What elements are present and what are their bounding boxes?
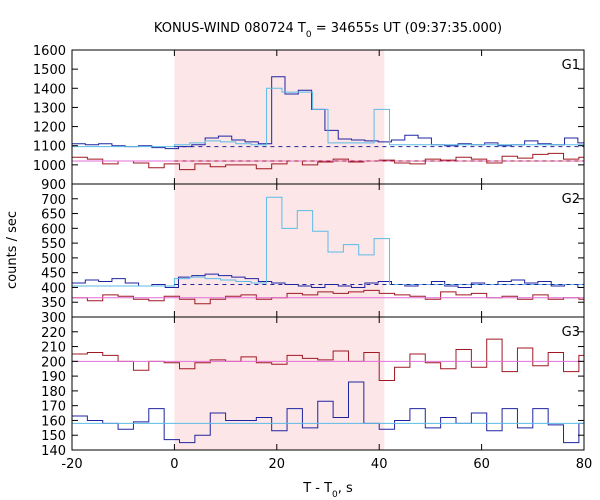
y-tick-label: 900 — [41, 178, 66, 193]
y-tick-label: 450 — [41, 267, 66, 282]
x-tick-label: 20 — [269, 457, 286, 472]
panel-frame — [71, 316, 585, 451]
y-tick-label: 170 — [41, 400, 66, 415]
y-tick-label: 210 — [41, 341, 66, 356]
y-tick-label: 180 — [41, 385, 66, 400]
x-tick-label: 60 — [473, 457, 490, 472]
y-tick-label: 650 — [41, 208, 66, 223]
y-tick-label: 1200 — [33, 121, 66, 136]
y-tick-label: 220 — [41, 326, 66, 341]
y-tick-label: 200 — [41, 355, 66, 370]
y-tick-label: 1300 — [33, 101, 66, 116]
y-tick-label: 300 — [41, 311, 66, 326]
x-tick-label: -20 — [61, 457, 82, 472]
panel-label: G2 — [562, 192, 580, 207]
y-tick-label: 500 — [41, 252, 66, 267]
y-tick-label: 1400 — [33, 82, 66, 97]
y-tick-label: 1000 — [33, 159, 66, 174]
shaded-interval — [174, 184, 385, 317]
panel-series — [72, 76, 584, 171]
y-tick-label: 1600 — [33, 44, 66, 59]
series-line-cyan — [72, 196, 584, 287]
x-tick-label: 40 — [371, 457, 388, 472]
y-axis-label: counts / sec — [5, 211, 20, 289]
series-line-red — [72, 152, 584, 171]
y-tick-label: 350 — [41, 296, 66, 311]
series-line-blue — [72, 381, 584, 444]
series-line-cyan — [72, 87, 584, 148]
panel-g1: 900 1000 1100 1200 1300 1400 1500 1600 G1 — [33, 44, 585, 193]
panel-series — [72, 338, 584, 444]
x-tick-label: 0 — [170, 457, 178, 472]
y-tick-label: 1500 — [33, 63, 66, 78]
y-tick-label: 1100 — [33, 140, 66, 155]
series-line-pink — [72, 294, 584, 299]
shaded-interval — [174, 317, 385, 450]
chart-panels: 9001000110012001300140015001600G13003504… — [33, 44, 592, 472]
series-line-red — [72, 289, 584, 305]
series-line-pink — [72, 157, 584, 162]
chart-title: KONUS-WIND 080724 T0 = 34655s UT (09:37:… — [154, 21, 502, 40]
y-tick-label: 150 — [41, 429, 66, 444]
x-tick-label: 80 — [576, 457, 593, 472]
y-tick-label: 400 — [41, 281, 66, 296]
y-tick-label: 700 — [41, 193, 66, 208]
panel-series — [72, 196, 584, 305]
panel-label: G3 — [562, 325, 580, 340]
y-tick-label: 550 — [41, 237, 66, 252]
x-axis-label: T - T0, s — [302, 481, 353, 500]
y-tick-label: 190 — [41, 370, 66, 385]
y-tick-label: 600 — [41, 222, 66, 237]
y-tick-label: 140 — [41, 444, 66, 459]
series-line-blue — [72, 76, 584, 150]
y-tick-label: 160 — [41, 414, 66, 429]
panel-label: G1 — [562, 58, 580, 73]
